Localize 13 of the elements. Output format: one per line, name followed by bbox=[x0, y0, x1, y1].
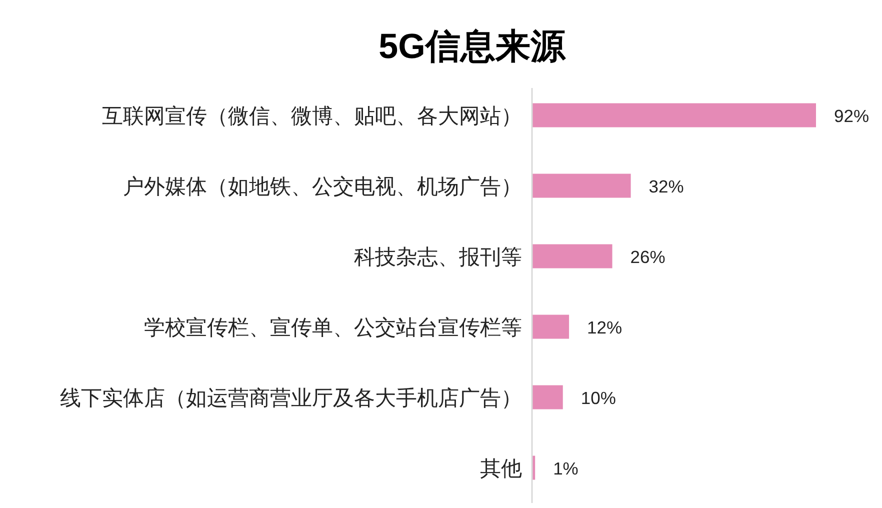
data-label: 1% bbox=[553, 458, 578, 478]
data-label: 32% bbox=[648, 176, 684, 196]
data-label: 26% bbox=[630, 246, 666, 267]
category-label: 学校宣传栏、宣传单、公交站台宣传栏等 bbox=[144, 316, 522, 340]
category-label: 互联网宣传（微信、微博、贴吧、各大网站） bbox=[102, 104, 522, 128]
data-label: 10% bbox=[580, 388, 616, 408]
data-label: 12% bbox=[587, 317, 622, 338]
category-label: 线下实体店（如运营商营业厅及各大手机店广告） bbox=[60, 386, 522, 410]
category-label: 科技杂志、报刊等 bbox=[354, 246, 522, 269]
category-label: 其他 bbox=[480, 457, 522, 480]
data-label: 92% bbox=[834, 106, 870, 126]
title: 5G信息来源 bbox=[378, 27, 566, 66]
category-label: 户外媒体（如地铁、公交电视、机场广告） bbox=[123, 175, 522, 198]
